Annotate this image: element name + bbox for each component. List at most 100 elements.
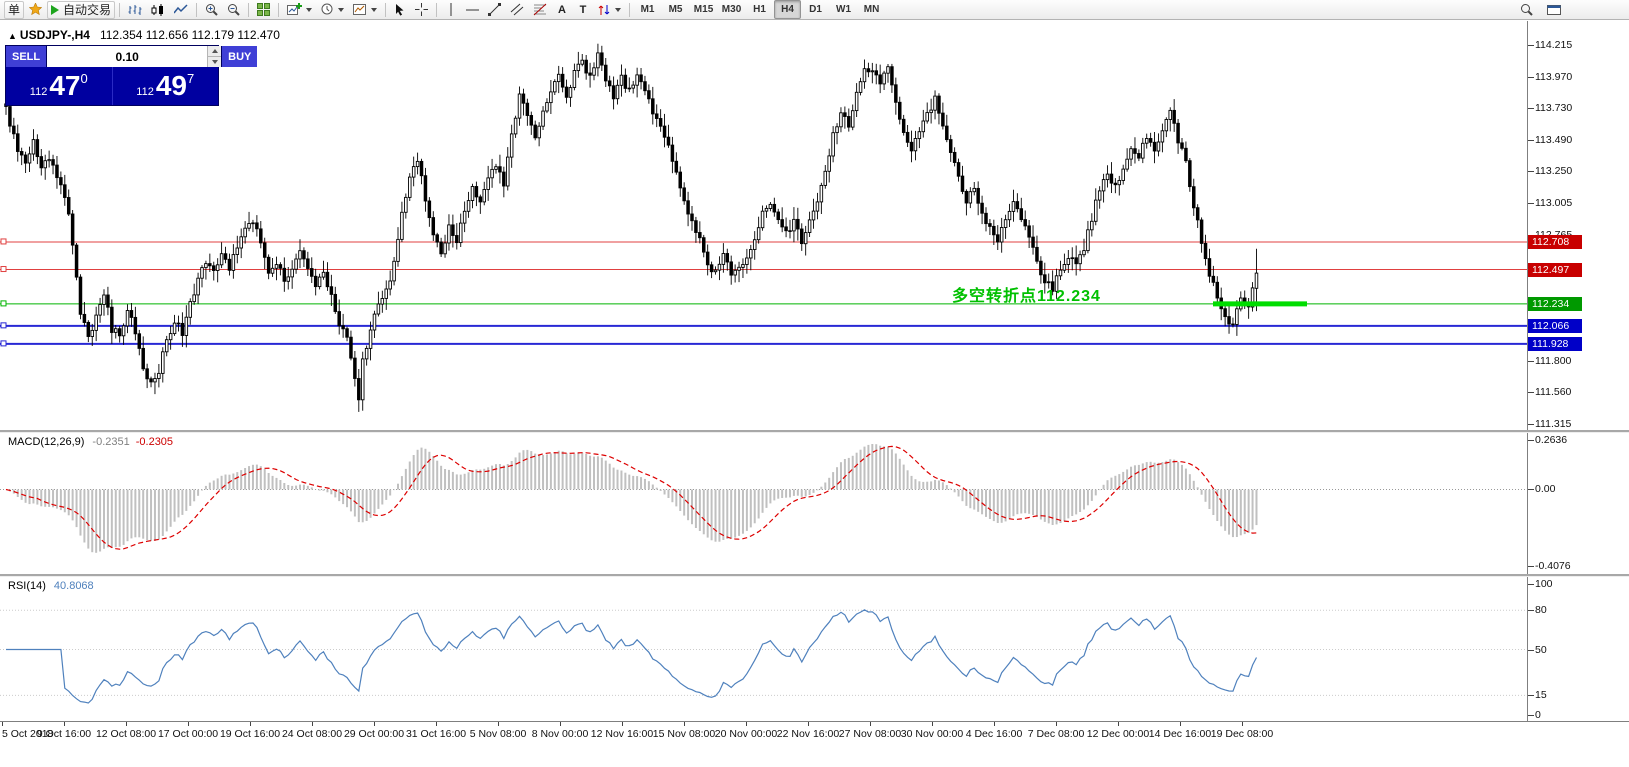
time-label: 12 Oct 08:00 bbox=[95, 728, 157, 740]
zoom-out-button[interactable] bbox=[223, 1, 244, 19]
price-tick-label: 111.315 bbox=[1535, 418, 1572, 430]
label-tool-button[interactable]: T bbox=[573, 1, 593, 19]
rsi-tick-label: 80 bbox=[1535, 604, 1547, 617]
macd-axis[interactable]: 0.2636 0.00 -0.4076 bbox=[1527, 432, 1629, 574]
zoom-in-button[interactable] bbox=[201, 1, 222, 19]
sell-button[interactable]: SELL bbox=[6, 46, 47, 67]
channel-button[interactable] bbox=[506, 1, 528, 19]
buy-price-button[interactable]: 112 49 7 bbox=[113, 67, 219, 105]
new-order-button[interactable]: 单 bbox=[4, 0, 25, 19]
volume-input[interactable] bbox=[47, 46, 208, 67]
chart-marker-icon: ▲ bbox=[8, 31, 17, 41]
price-tick-mark bbox=[1528, 45, 1534, 46]
timeframe-w1[interactable]: W1 bbox=[836, 4, 852, 15]
rsi-tick-mark bbox=[1528, 695, 1534, 697]
time-axis[interactable]: 5 Oct 2018 9 Oct 16:00 12 Oct 08:00 17 Oct … bbox=[0, 721, 1629, 743]
timeframe-d1[interactable]: D1 bbox=[809, 4, 822, 15]
timeframe-m15[interactable]: M15 bbox=[693, 4, 714, 15]
bar-chart-button[interactable] bbox=[124, 1, 146, 19]
timeframe-mn[interactable]: MN bbox=[863, 4, 880, 15]
time-label: 24 Oct 08:00 bbox=[281, 728, 343, 740]
dropdown-caret-icon bbox=[371, 7, 378, 12]
macd-tick-mark bbox=[1528, 566, 1534, 567]
time-tick-mark bbox=[498, 722, 499, 726]
macd-indicator-pane[interactable]: MACD(12,26,9) -0.2351 -0.2305 0.2636 0.00 -0… bbox=[0, 432, 1629, 574]
price-chart-canvas[interactable] bbox=[0, 21, 1527, 430]
macd-name: MACD(12,26,9) bbox=[8, 436, 85, 448]
time-tick-mark bbox=[1180, 722, 1181, 726]
time-tick-mark bbox=[684, 722, 685, 726]
toolbar-separator bbox=[196, 2, 198, 17]
metaquotes-logo-icon bbox=[29, 3, 43, 16]
zoom-in-icon bbox=[206, 4, 218, 16]
pane-splitter[interactable] bbox=[0, 574, 1629, 577]
volume-increase-button[interactable] bbox=[208, 46, 222, 56]
label-tool-icon: T bbox=[579, 3, 587, 16]
price-tick-label: 113.730 bbox=[1535, 102, 1573, 115]
macd-histogram bbox=[8, 444, 1258, 553]
timeframe-m1[interactable]: M1 bbox=[640, 4, 655, 15]
rsi-canvas[interactable] bbox=[0, 576, 1527, 721]
candlestick-chart-icon bbox=[151, 3, 164, 16]
text-tool-button[interactable]: A bbox=[552, 1, 572, 19]
new-chart-button[interactable] bbox=[283, 1, 316, 19]
timeframe-m30[interactable]: M30 bbox=[721, 4, 742, 15]
chart-window-button[interactable] bbox=[1543, 1, 1565, 19]
time-tick-mark bbox=[188, 722, 189, 726]
dropdown-caret-icon bbox=[338, 7, 345, 12]
time-label: 5 Oct 2018 bbox=[2, 728, 54, 740]
sell-price-button[interactable]: 112 47 0 bbox=[6, 67, 113, 105]
price-badge: 112.234 bbox=[1528, 296, 1582, 311]
time-label: 5 Nov 08:00 bbox=[469, 728, 527, 740]
play-icon bbox=[51, 4, 60, 15]
line-chart-button[interactable] bbox=[170, 1, 192, 19]
price-tick-mark bbox=[1528, 108, 1534, 110]
price-axis[interactable]: 114.215 113.970 113.730 113.490 113.250 113.0… bbox=[1527, 21, 1629, 430]
candlestick-chart-button[interactable] bbox=[147, 1, 169, 19]
templates-button[interactable] bbox=[349, 1, 381, 19]
trendline-button[interactable] bbox=[484, 1, 505, 19]
rsi-indicator-pane[interactable]: RSI(14) 40.8068 100 80 50 15 0 bbox=[0, 576, 1629, 721]
profiles-button[interactable] bbox=[317, 1, 348, 19]
arrows-icon bbox=[598, 4, 610, 15]
sell-price-prefix: 112 bbox=[29, 86, 48, 98]
search-button[interactable] bbox=[1516, 1, 1537, 19]
rsi-tick-mark bbox=[1528, 610, 1534, 612]
pivot-annotation-text[interactable]: 多空转折点112.234 bbox=[952, 287, 1101, 305]
chart-window-icon bbox=[1547, 4, 1561, 15]
autotrading-button[interactable]: 自动交易 bbox=[47, 0, 116, 19]
crosshair-icon bbox=[415, 3, 429, 16]
rsi-tick-mark bbox=[1528, 584, 1534, 585]
arrows-button[interactable] bbox=[594, 1, 625, 19]
rsi-tick-label: 50 bbox=[1535, 643, 1547, 656]
clock-icon bbox=[321, 3, 333, 15]
vertical-line-button[interactable] bbox=[441, 1, 461, 19]
cursor-button[interactable] bbox=[390, 1, 410, 19]
timeframe-h1[interactable]: H1 bbox=[753, 4, 766, 15]
price-chart-pane[interactable]: ▲ USDJPY-,H4 112.354 112.656 112.179 112.4… bbox=[0, 21, 1629, 430]
price-tick-label: 113.005 bbox=[1535, 197, 1573, 210]
toolbar-separator bbox=[385, 2, 387, 17]
timeframe-m5[interactable]: M5 bbox=[668, 4, 683, 15]
timeframe-h4[interactable]: H4 bbox=[774, 0, 802, 19]
volume-decrease-button[interactable] bbox=[208, 56, 222, 67]
toolbar-separator bbox=[248, 2, 250, 17]
time-label: 14 Dec 16:00 bbox=[1148, 728, 1212, 740]
metaquotes-button[interactable] bbox=[25, 1, 46, 19]
rsi-axis[interactable]: 100 80 50 15 0 bbox=[1527, 576, 1629, 721]
crosshair-button[interactable] bbox=[411, 1, 432, 19]
time-label: 19 Dec 08:00 bbox=[1210, 728, 1274, 740]
horizontal-line-button[interactable] bbox=[462, 1, 483, 19]
horizontal-line-icon bbox=[466, 9, 480, 10]
toolbar: 单 自动交易 bbox=[0, 0, 1629, 20]
time-label: 30 Nov 00:00 bbox=[900, 728, 964, 740]
buy-button[interactable]: BUY bbox=[222, 46, 258, 67]
rsi-tick-mark bbox=[1528, 649, 1534, 651]
macd-canvas[interactable] bbox=[0, 432, 1527, 574]
pane-splitter[interactable] bbox=[0, 430, 1629, 433]
trendline-icon bbox=[488, 3, 502, 16]
candlesticks bbox=[4, 43, 1259, 412]
fibonacci-button[interactable] bbox=[529, 1, 551, 19]
tile-windows-button[interactable] bbox=[253, 1, 274, 19]
horizontal-lines[interactable] bbox=[0, 238, 1527, 347]
